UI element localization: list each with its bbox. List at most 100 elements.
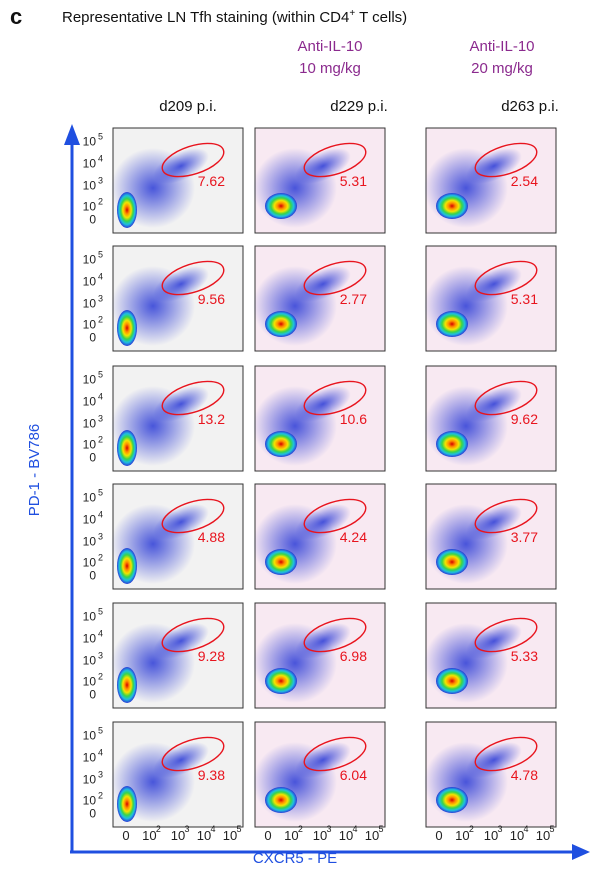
gate-percentage: 7.62 [198, 173, 225, 189]
flow-panel-r2-c3: 5.31 [424, 245, 557, 352]
flow-panel-r4-c3: 3.77 [424, 483, 557, 590]
treatment-line2: 10 mg/kg [299, 60, 361, 77]
treatment-label-col3: Anti-IL-10 20 mg/kg [427, 36, 577, 80]
gate-percentage: 10.6 [340, 411, 367, 427]
x-tick-label: 10 [171, 828, 185, 843]
treatment-line1: Anti-IL-10 [469, 38, 535, 55]
column-header-d209: d209 p.i. [159, 98, 217, 115]
y-tick-exponent: 3 [98, 770, 103, 780]
density-population [265, 787, 297, 813]
tfh-gate [474, 498, 538, 534]
x-tick-exponent: 5 [549, 824, 554, 834]
x-tick-label: 10 [313, 828, 327, 843]
x-tick-label: 0 [264, 828, 271, 843]
y-tick-exponent: 4 [98, 272, 103, 282]
density-population [117, 548, 137, 584]
tfh-gate [161, 736, 225, 772]
gate-percentage: 4.78 [511, 767, 538, 783]
x-tick-label: 10 [484, 828, 498, 843]
y-tick-label: 0 [89, 568, 96, 582]
x-tick-label: 10 [197, 828, 211, 843]
treatment-label-col2: Anti-IL-10 10 mg/kg [255, 36, 405, 80]
y-tick-exponent: 2 [98, 553, 103, 563]
x-tick-label: 0 [122, 828, 129, 843]
y-tick-exponent: 5 [98, 132, 103, 142]
flow-panel-r5-c3: 5.33 [424, 602, 557, 709]
x-tick-label: 10 [284, 828, 298, 843]
y-tick-exponent: 2 [98, 672, 103, 682]
tfh-gate [303, 260, 367, 296]
x-tick-label: 10 [536, 828, 550, 843]
x-tick-label: 10 [455, 828, 469, 843]
y-tick-exponent: 4 [98, 748, 103, 758]
density-population [436, 668, 468, 694]
tfh-gate [474, 617, 538, 653]
x-tick-exponent: 3 [326, 824, 331, 834]
density-population [265, 193, 297, 219]
tfh-gate [161, 498, 225, 534]
y-tick-exponent: 5 [98, 488, 103, 498]
density-population [117, 667, 137, 703]
y-tick-label: 10 [83, 491, 97, 505]
gate-percentage: 4.24 [340, 529, 367, 545]
y-tick-exponent: 3 [98, 414, 103, 424]
density-population [265, 668, 297, 694]
gate-percentage: 2.77 [340, 291, 367, 307]
y-tick-exponent: 4 [98, 629, 103, 639]
x-tick-label: 10 [510, 828, 524, 843]
tfh-gate [474, 736, 538, 772]
y-tick-label: 10 [83, 157, 97, 171]
gate-percentage: 9.62 [511, 411, 538, 427]
y-tick-label: 10 [83, 751, 97, 765]
flow-panel-r6-c3: 4.78 [424, 721, 557, 828]
panel-letter: c [10, 4, 23, 29]
density-population [436, 549, 468, 575]
x-tick-label: 10 [339, 828, 353, 843]
figure-title: Representative LN Tfh staining (within C… [62, 8, 407, 26]
tfh-gate [474, 142, 538, 178]
x-tick-exponent: 4 [352, 824, 357, 834]
tfh-gate [303, 380, 367, 416]
x-tick-exponent: 3 [184, 824, 189, 834]
flow-panel-r5-c1: 9.28 [111, 602, 244, 709]
flow-panel-r5-c2: 6.98 [253, 602, 386, 709]
treatment-line1: Anti-IL-10 [297, 38, 363, 55]
gate-percentage: 4.88 [198, 529, 225, 545]
y-tick-exponent: 2 [98, 315, 103, 325]
flow-panel-r2-c2: 2.77 [253, 245, 386, 352]
density-population [117, 192, 137, 228]
flow-panel-r3-c3: 9.62 [424, 365, 557, 472]
y-tick-exponent: 4 [98, 392, 103, 402]
x-tick-exponent: 4 [523, 824, 528, 834]
flow-panel-r2-c1: 9.56 [111, 245, 244, 352]
flow-panel-r6-c1: 9.38 [111, 721, 244, 828]
y-axis-arrowhead [64, 124, 80, 145]
y-tick-label: 10 [83, 535, 97, 549]
y-tick-label: 10 [83, 179, 97, 193]
gate-percentage: 3.77 [511, 529, 538, 545]
gate-percentage: 5.31 [340, 173, 367, 189]
y-tick-label: 10 [83, 373, 97, 387]
x-tick-exponent: 2 [298, 824, 303, 834]
gate-percentage: 5.33 [511, 648, 538, 664]
gate-percentage: 6.98 [340, 648, 367, 664]
gate-percentage: 2.54 [511, 173, 538, 189]
flow-panel-r1-c2: 5.31 [253, 127, 386, 234]
y-tick-exponent: 5 [98, 726, 103, 736]
y-tick-label: 10 [83, 773, 97, 787]
x-tick-exponent: 4 [210, 824, 215, 834]
tfh-gate [303, 498, 367, 534]
gate-percentage: 9.28 [198, 648, 225, 664]
y-tick-exponent: 4 [98, 154, 103, 164]
x-tick-label: 10 [365, 828, 379, 843]
x-tick-exponent: 2 [469, 824, 474, 834]
density-population [117, 786, 137, 822]
y-tick-label: 0 [89, 330, 96, 344]
x-axis-arrowhead [572, 844, 590, 860]
gate-percentage: 9.38 [198, 767, 225, 783]
x-tick-labels-col1: 0 10 2 10 3 10 4 10 5 [122, 824, 241, 843]
